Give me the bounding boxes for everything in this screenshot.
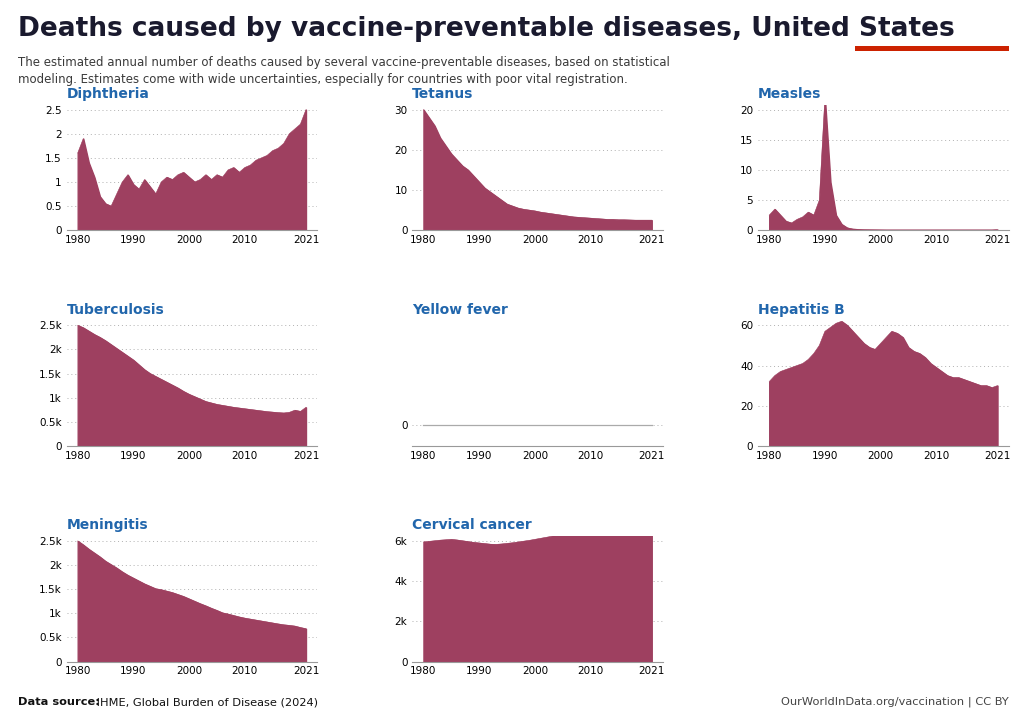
Text: IHME, Global Burden of Disease (2024): IHME, Global Burden of Disease (2024) bbox=[93, 697, 318, 707]
Text: Tuberculosis: Tuberculosis bbox=[67, 302, 164, 317]
Text: Diphtheria: Diphtheria bbox=[67, 87, 150, 101]
Text: Tetanus: Tetanus bbox=[413, 87, 474, 101]
Text: The estimated annual number of deaths caused by several vaccine-preventable dise: The estimated annual number of deaths ca… bbox=[18, 56, 671, 86]
Text: OurWorldInData.org/vaccination | CC BY: OurWorldInData.org/vaccination | CC BY bbox=[781, 696, 1009, 707]
Text: Measles: Measles bbox=[758, 87, 821, 101]
Text: Data source:: Data source: bbox=[18, 697, 100, 707]
Text: Yellow fever: Yellow fever bbox=[413, 302, 508, 317]
Text: Meningitis: Meningitis bbox=[67, 518, 148, 532]
Text: Deaths caused by vaccine-preventable diseases, United States: Deaths caused by vaccine-preventable dis… bbox=[18, 16, 955, 42]
Text: Our World: Our World bbox=[894, 11, 970, 24]
Text: Cervical cancer: Cervical cancer bbox=[413, 518, 532, 532]
Text: Hepatitis B: Hepatitis B bbox=[758, 302, 845, 317]
Text: in Data: in Data bbox=[905, 30, 958, 43]
Bar bbox=[855, 46, 1009, 51]
